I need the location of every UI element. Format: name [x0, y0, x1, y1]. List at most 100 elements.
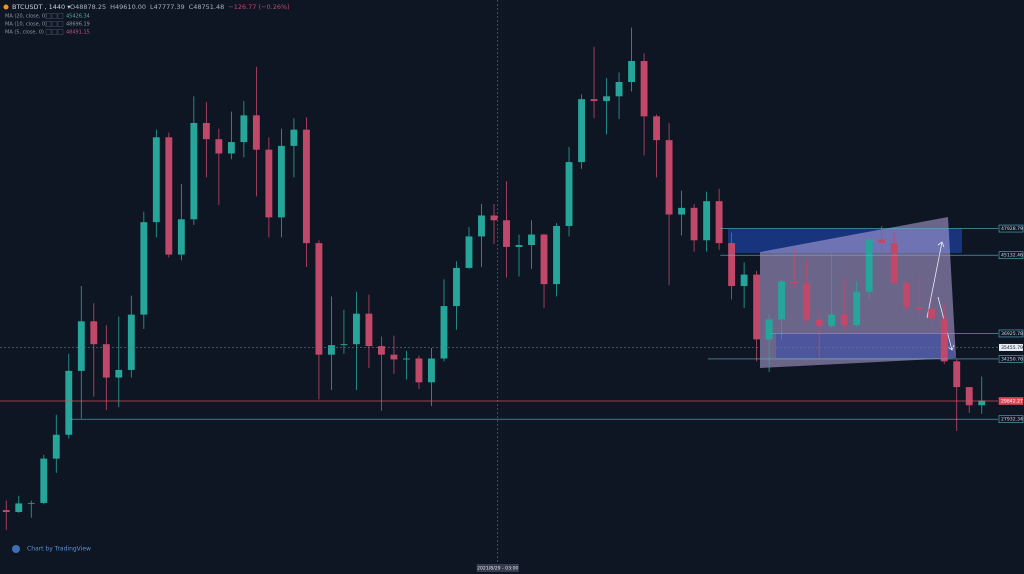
candle-body	[515, 245, 523, 247]
candle-body	[903, 283, 911, 308]
candle-body	[540, 234, 548, 285]
price-level-tag	[998, 251, 1024, 260]
candle-body	[978, 400, 986, 406]
candle-body	[840, 314, 848, 326]
candle-body	[127, 314, 135, 370]
candle-body	[277, 145, 285, 218]
indicator-button	[51, 13, 58, 19]
candle-body	[177, 219, 185, 255]
candle-body	[853, 291, 861, 326]
indicator-button	[45, 29, 52, 35]
crosshair-x-tag	[476, 564, 519, 572]
indicator-button	[51, 29, 58, 35]
price-level-label: 27932.34	[1001, 417, 1023, 423]
candle-body	[503, 220, 510, 247]
candle-body	[365, 313, 373, 347]
candle-body	[953, 361, 961, 388]
candle-body	[715, 201, 723, 244]
candle-body	[528, 234, 535, 246]
price-level-label: 36925.78	[1001, 331, 1023, 337]
price-axis	[998, 0, 1024, 574]
logo	[12, 545, 20, 553]
candle-body	[940, 318, 948, 362]
candle-body	[490, 215, 498, 221]
indicator-value: 48696.19	[66, 22, 90, 28]
candle-body	[465, 236, 473, 268]
candle-body	[765, 319, 773, 340]
candle-body	[740, 274, 748, 287]
crosshair-y-tag	[999, 343, 1023, 351]
demand-zone	[776, 333, 956, 358]
candle-body	[52, 434, 60, 459]
candle-body	[290, 129, 298, 146]
indicator-button	[57, 29, 64, 35]
candle-body	[428, 358, 435, 383]
candle-body	[90, 321, 98, 345]
price-level-label: 47928.79	[1001, 226, 1023, 232]
candle-body	[965, 387, 973, 406]
ohlc-value: C48751.48	[189, 3, 225, 11]
candle-body	[240, 115, 248, 143]
candle-body	[15, 503, 23, 512]
candle-body	[102, 344, 110, 378]
indicator-button	[45, 13, 52, 19]
candle-body	[928, 308, 936, 319]
arrow-head	[937, 241, 945, 248]
crosshair-y-label: 35455.79	[1001, 345, 1023, 351]
candle-body	[628, 61, 636, 82]
candle-body	[265, 149, 273, 218]
arrow	[926, 241, 943, 319]
candle-body	[202, 122, 210, 140]
price-level-tag	[998, 329, 1024, 338]
crosshair-x-label: 2021/8/29 - 03:00	[477, 566, 518, 572]
candle-body	[915, 307, 923, 309]
candle-body	[378, 346, 385, 355]
candle-body	[640, 61, 648, 117]
price-level-label: 29842.27	[1001, 398, 1023, 404]
candle-body	[728, 243, 736, 287]
candle-body	[327, 345, 335, 355]
candle-body	[140, 222, 148, 315]
candle-body	[815, 319, 823, 327]
candle-body	[165, 137, 173, 255]
candle-body	[227, 142, 235, 154]
candles	[2, 27, 986, 531]
candle-body	[415, 358, 423, 383]
symbol: BTCUSDT , 1440 ▾	[12, 3, 71, 11]
candle-body	[703, 201, 711, 241]
arrow-head	[947, 344, 955, 351]
symbol-icon	[3, 4, 9, 10]
indicator-value: 48491.15	[66, 30, 90, 36]
candle-body	[653, 116, 661, 141]
candle-body	[27, 502, 35, 504]
candle-body	[315, 243, 323, 355]
indicator-button	[57, 13, 64, 19]
candle-body	[690, 207, 698, 241]
candle-body	[590, 99, 598, 102]
watermark-text: Chart by TradingView	[27, 546, 91, 553]
candle-body	[578, 99, 585, 163]
axes: 47928.79 45132.46 36925.78 34250.76 29842.27…	[476, 224, 1024, 572]
candle-body	[615, 81, 623, 97]
price-level-tag	[998, 397, 1024, 405]
price-level-label: 34250.76	[1001, 356, 1023, 362]
candle-body	[828, 314, 836, 327]
price-level-label: 45132.46	[1001, 253, 1023, 259]
candle-body	[665, 140, 673, 215]
price-level-tag	[998, 224, 1024, 233]
candle-body	[440, 306, 448, 359]
candle-body	[65, 370, 73, 435]
drawings	[728, 217, 962, 368]
candle-body	[190, 122, 198, 220]
candle-body	[678, 207, 686, 215]
indicator-name: MA (20, close, 0)	[5, 14, 47, 20]
overlay	[0, 0, 998, 563]
candle-body	[890, 243, 898, 284]
ohlc-value: L47777.39	[150, 3, 185, 11]
indicator-name: MA (10, close, 0)	[5, 22, 47, 28]
candle-body	[390, 354, 398, 360]
candle-body	[603, 96, 610, 102]
candle-body	[340, 344, 348, 346]
candle-body	[77, 321, 85, 371]
